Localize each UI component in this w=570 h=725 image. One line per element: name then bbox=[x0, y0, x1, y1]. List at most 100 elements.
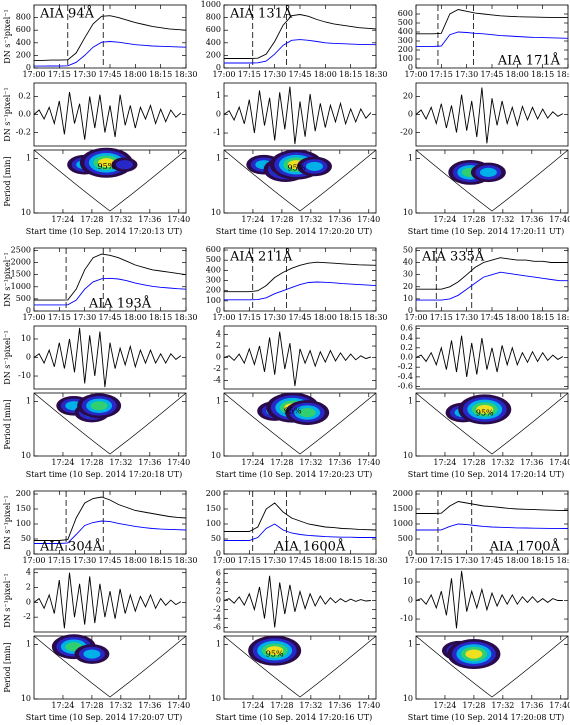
y-tick-label: 0.6 bbox=[400, 323, 413, 332]
x-tick-label: 18:30 bbox=[364, 556, 387, 565]
plot-frame bbox=[223, 635, 377, 700]
y-tick-label: 200 bbox=[206, 489, 221, 498]
data-line bbox=[223, 86, 372, 145]
cone-of-influence bbox=[223, 635, 377, 698]
x-tick-label: 17:15 bbox=[430, 313, 453, 322]
y-tick-label: 500 bbox=[398, 18, 413, 27]
y-tick-label: 1 bbox=[216, 639, 221, 648]
y-tick-label: 1 bbox=[408, 396, 413, 405]
y-axis-label: Period [min] bbox=[3, 399, 12, 449]
y-tick-label: -2 bbox=[213, 364, 221, 373]
x-tick-label: 17:36 bbox=[328, 458, 351, 467]
data-line bbox=[223, 575, 371, 628]
y-tick-label: 200 bbox=[398, 45, 413, 54]
y-tick-label: 1000 bbox=[393, 519, 413, 528]
y-tick-label: 0.0 bbox=[18, 110, 31, 119]
y-tick-label: 0 bbox=[408, 306, 413, 315]
panel-label: AIA 1700Å bbox=[488, 539, 560, 555]
y-tick-label: 50 bbox=[21, 534, 31, 543]
y-tick-label: -0.6 bbox=[398, 382, 413, 391]
x-tick-label: 18:15 bbox=[531, 70, 554, 79]
y-tick-label: 200 bbox=[206, 286, 221, 295]
x-tick-label: 17:15 bbox=[238, 70, 261, 79]
y-tick-label: 100 bbox=[398, 54, 413, 63]
cone-of-influence bbox=[33, 392, 187, 455]
data-line bbox=[224, 523, 376, 541]
y-tick-label: 4 bbox=[26, 568, 31, 577]
y-tick-label: 200 bbox=[206, 50, 221, 59]
y-tick-label: 200 bbox=[16, 489, 31, 498]
x-tick-label: 17:45 bbox=[98, 313, 121, 322]
x-tick-label: 17:24 bbox=[51, 215, 74, 224]
y-tick-label: 4 bbox=[216, 578, 221, 587]
x-tick-label: 17:32 bbox=[491, 701, 514, 710]
y-tick-label: 0 bbox=[408, 110, 413, 119]
x-tick-label: 17:28 bbox=[80, 215, 103, 224]
y-tick-label: 0 bbox=[216, 353, 221, 362]
x-tick-label: 17:45 bbox=[480, 313, 503, 322]
x-tick-label: 18:15 bbox=[149, 70, 172, 79]
power-contour bbox=[305, 161, 323, 172]
data-line bbox=[223, 331, 372, 387]
data-line bbox=[224, 39, 377, 64]
y-tick-label: 0 bbox=[408, 596, 413, 605]
x-tick-label: 17:30 bbox=[73, 556, 96, 565]
y-tick-label: -6 bbox=[213, 623, 221, 632]
x-tick-label: 17:30 bbox=[455, 556, 478, 565]
x-tick-label: 17:15 bbox=[238, 556, 261, 565]
x-tick-label: 18:15 bbox=[531, 556, 554, 565]
x-tick-label: 17:36 bbox=[138, 701, 161, 710]
y-tick-label: 10 bbox=[211, 694, 221, 703]
x-tick-label: 17:40 bbox=[167, 701, 190, 710]
y-tick-label: 2 bbox=[216, 587, 221, 596]
y-tick-label: 1 bbox=[216, 153, 221, 162]
x-tick-label: 17:40 bbox=[549, 701, 570, 710]
y-tick-label: -0.4 bbox=[398, 372, 413, 381]
y-axis-label: DN s⁻¹pixel⁻¹ bbox=[3, 573, 12, 627]
y-tick-label: 10 bbox=[403, 208, 413, 217]
data-line bbox=[34, 15, 187, 61]
power-contour bbox=[479, 167, 497, 177]
plot-frame bbox=[33, 392, 187, 457]
y-tick-label: 50 bbox=[211, 534, 221, 543]
x-tick-label: 17:30 bbox=[73, 313, 96, 322]
x-tick-label: 17:24 bbox=[241, 458, 264, 467]
y-tick-label: 1 bbox=[216, 396, 221, 405]
cone-of-influence bbox=[415, 392, 569, 455]
y-tick-label: 2000 bbox=[393, 489, 413, 498]
y-tick-label: -2 bbox=[23, 612, 31, 621]
x-tick-label: 18:15 bbox=[339, 313, 362, 322]
x-tick-label: 17:36 bbox=[520, 701, 543, 710]
y-tick-label: 800 bbox=[206, 13, 221, 22]
x-tick-label: 17:24 bbox=[241, 215, 264, 224]
y-tick-label: 400 bbox=[16, 38, 31, 47]
power-contour bbox=[465, 649, 483, 659]
data-line bbox=[34, 41, 187, 67]
x-axis-label: Start time (10 Sep. 2014 17:20:20 UT) bbox=[216, 227, 373, 236]
x-tick-label: 18:00 bbox=[506, 556, 529, 565]
power-contour bbox=[97, 158, 115, 168]
x-tick-label: 17:45 bbox=[98, 556, 121, 565]
y-tick-label: 1 bbox=[408, 639, 413, 648]
plot-frame bbox=[33, 568, 187, 633]
y-tick-label: 2 bbox=[26, 583, 31, 592]
y-tick-label: 10 bbox=[211, 451, 221, 460]
x-axis-label: Start time (10 Sep. 2014 17:20:07 UT) bbox=[26, 713, 183, 722]
x-tick-label: 18:00 bbox=[124, 313, 147, 322]
y-tick-label: -10 bbox=[400, 614, 413, 623]
y-tick-label: 500 bbox=[16, 294, 31, 303]
x-tick-label: 18:15 bbox=[149, 556, 172, 565]
y-tick-label: 0 bbox=[216, 596, 221, 605]
x-tick-label: 17:32 bbox=[299, 215, 322, 224]
x-tick-label: 17:30 bbox=[455, 70, 478, 79]
data-line bbox=[415, 87, 564, 144]
x-tick-label: 17:00 bbox=[404, 556, 427, 565]
x-tick-label: 18:30 bbox=[364, 70, 387, 79]
x-tick-label: 18:00 bbox=[124, 556, 147, 565]
y-tick-label: 0.4 bbox=[400, 333, 413, 342]
y-tick-label: 4 bbox=[216, 330, 221, 339]
y-tick-label: 0 bbox=[408, 63, 413, 72]
x-tick-label: 17:30 bbox=[263, 70, 286, 79]
x-tick-label: 17:28 bbox=[462, 215, 485, 224]
